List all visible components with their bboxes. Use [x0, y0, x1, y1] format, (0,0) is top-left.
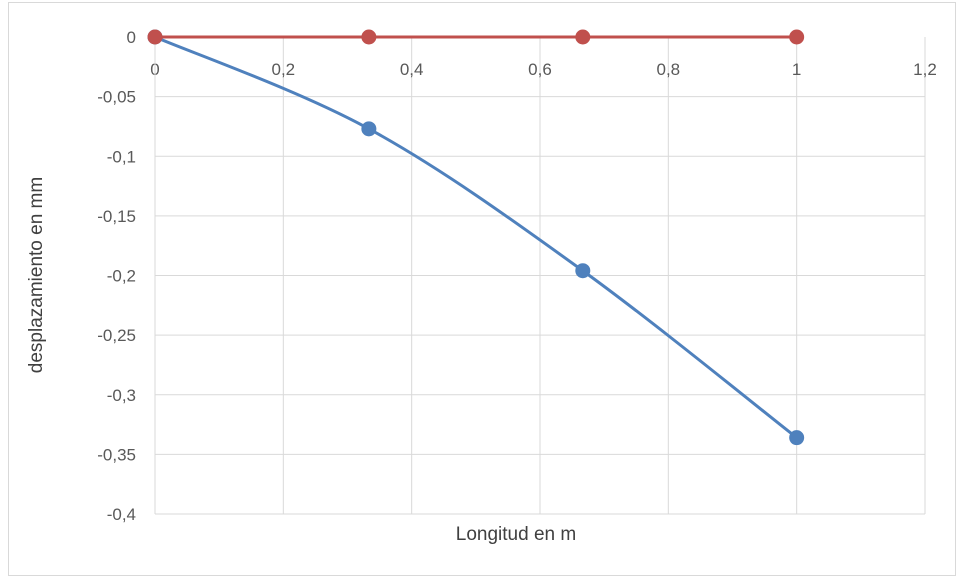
series-1-point	[361, 121, 377, 137]
series-2-point	[361, 29, 377, 45]
axes: 0 0,2 0,4 0,6 0,8 1 1,20-0,05-0,1-0,15-0,2-0,2…	[97, 28, 937, 524]
x-tick-label: 0,4	[400, 60, 424, 79]
x-tick-label: 0,6	[528, 60, 552, 79]
y-tick-label: -0,4	[107, 505, 136, 524]
y-tick-label: -0,05	[97, 88, 136, 107]
y-tick-label: -0,35	[97, 445, 136, 464]
x-tick-label: 0,8	[657, 60, 681, 79]
y-tick-label: -0,1	[107, 147, 136, 166]
grid	[155, 37, 926, 515]
y-axis-title: desplazamiento en mm	[26, 177, 47, 373]
series-1-point	[575, 263, 591, 279]
series-2-point	[147, 29, 163, 45]
y-tick-label: -0,2	[107, 267, 136, 286]
y-tick-label: -0,3	[107, 386, 136, 405]
series-1-line	[153, 35, 799, 440]
series	[147, 29, 805, 446]
y-tick-label: 0	[127, 28, 136, 47]
x-axis-title: Longitud en m	[456, 524, 576, 545]
x-tick-label: 1,2	[913, 60, 937, 79]
chart-frame	[8, 2, 956, 576]
x-tick-label: 1	[792, 60, 801, 79]
y-tick-label: -0,25	[97, 326, 136, 345]
series-1-point	[789, 430, 805, 446]
series-2-point	[789, 29, 805, 45]
series-2-point	[575, 29, 591, 45]
x-tick-label: 0,2	[272, 60, 296, 79]
y-tick-label: -0,15	[97, 207, 136, 226]
